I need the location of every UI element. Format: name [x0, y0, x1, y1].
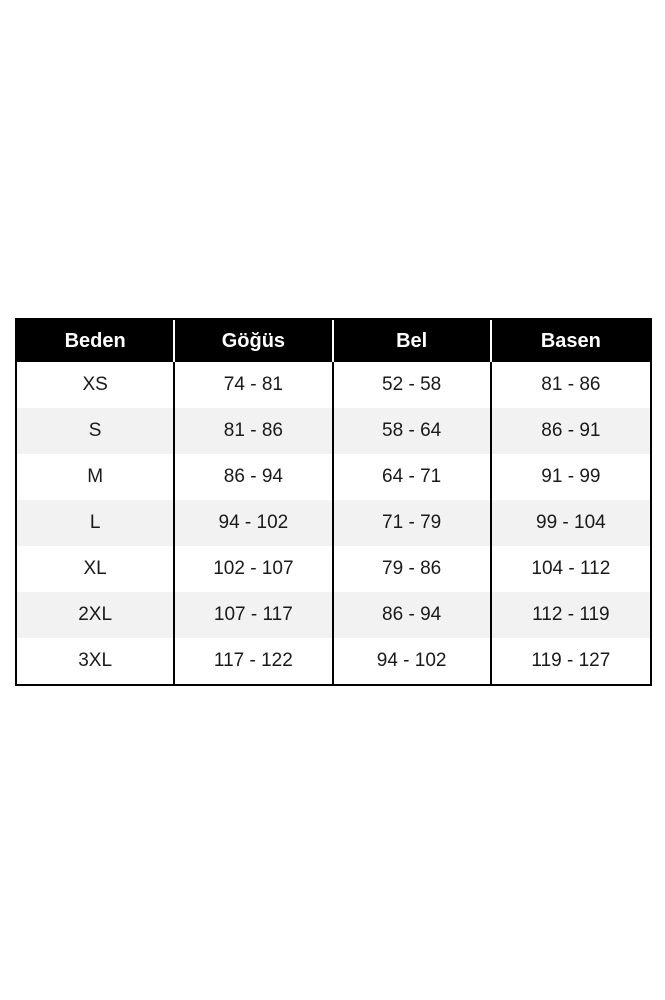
size-cell: L — [17, 500, 176, 546]
table-row-l: L 94 - 102 71 - 79 99 - 104 — [17, 500, 650, 546]
bel-cell: 52 - 58 — [333, 362, 492, 408]
basen-cell: 99 - 104 — [491, 500, 650, 546]
header-cell-basen: Basen — [491, 320, 650, 362]
gogus-cell: 74 - 81 — [175, 362, 334, 408]
size-cell: 3XL — [17, 638, 176, 684]
header-row: Beden Göğüs Bel Basen — [17, 320, 650, 362]
basen-cell: 86 - 91 — [491, 408, 650, 454]
header-cell-gogus: Göğüs — [175, 320, 334, 362]
bel-cell: 64 - 71 — [333, 454, 492, 500]
size-cell: XL — [17, 546, 176, 592]
table-row-2xl: 2XL 107 - 117 86 - 94 112 - 119 — [17, 592, 650, 638]
bel-cell: 79 - 86 — [333, 546, 492, 592]
size-chart-table: Beden Göğüs Bel Basen XS 74 - 81 52 - 58… — [15, 318, 652, 686]
basen-cell: 81 - 86 — [491, 362, 650, 408]
basen-cell: 119 - 127 — [491, 638, 650, 684]
header-cell-bel: Bel — [333, 320, 492, 362]
header-cell-beden: Beden — [17, 320, 176, 362]
gogus-cell: 102 - 107 — [175, 546, 334, 592]
bel-cell: 94 - 102 — [333, 638, 492, 684]
size-cell: 2XL — [17, 592, 176, 638]
table-row-s: S 81 - 86 58 - 64 86 - 91 — [17, 408, 650, 454]
bel-cell: 58 - 64 — [333, 408, 492, 454]
basen-cell: 91 - 99 — [491, 454, 650, 500]
table-row-3xl: 3XL 117 - 122 94 - 102 119 - 127 — [17, 638, 650, 684]
basen-cell: 112 - 119 — [491, 592, 650, 638]
basen-cell: 104 - 112 — [491, 546, 650, 592]
bel-cell: 71 - 79 — [333, 500, 492, 546]
size-cell: XS — [17, 362, 176, 408]
size-cell: S — [17, 408, 176, 454]
table-row-xs: XS 74 - 81 52 - 58 81 - 86 — [17, 362, 650, 408]
size-cell: M — [17, 454, 176, 500]
table-row-m: M 86 - 94 64 - 71 91 - 99 — [17, 454, 650, 500]
gogus-cell: 86 - 94 — [175, 454, 334, 500]
gogus-cell: 117 - 122 — [175, 638, 334, 684]
gogus-cell: 94 - 102 — [175, 500, 334, 546]
gogus-cell: 81 - 86 — [175, 408, 334, 454]
bel-cell: 86 - 94 — [333, 592, 492, 638]
table-row-xl: XL 102 - 107 79 - 86 104 - 112 — [17, 546, 650, 592]
gogus-cell: 107 - 117 — [175, 592, 334, 638]
